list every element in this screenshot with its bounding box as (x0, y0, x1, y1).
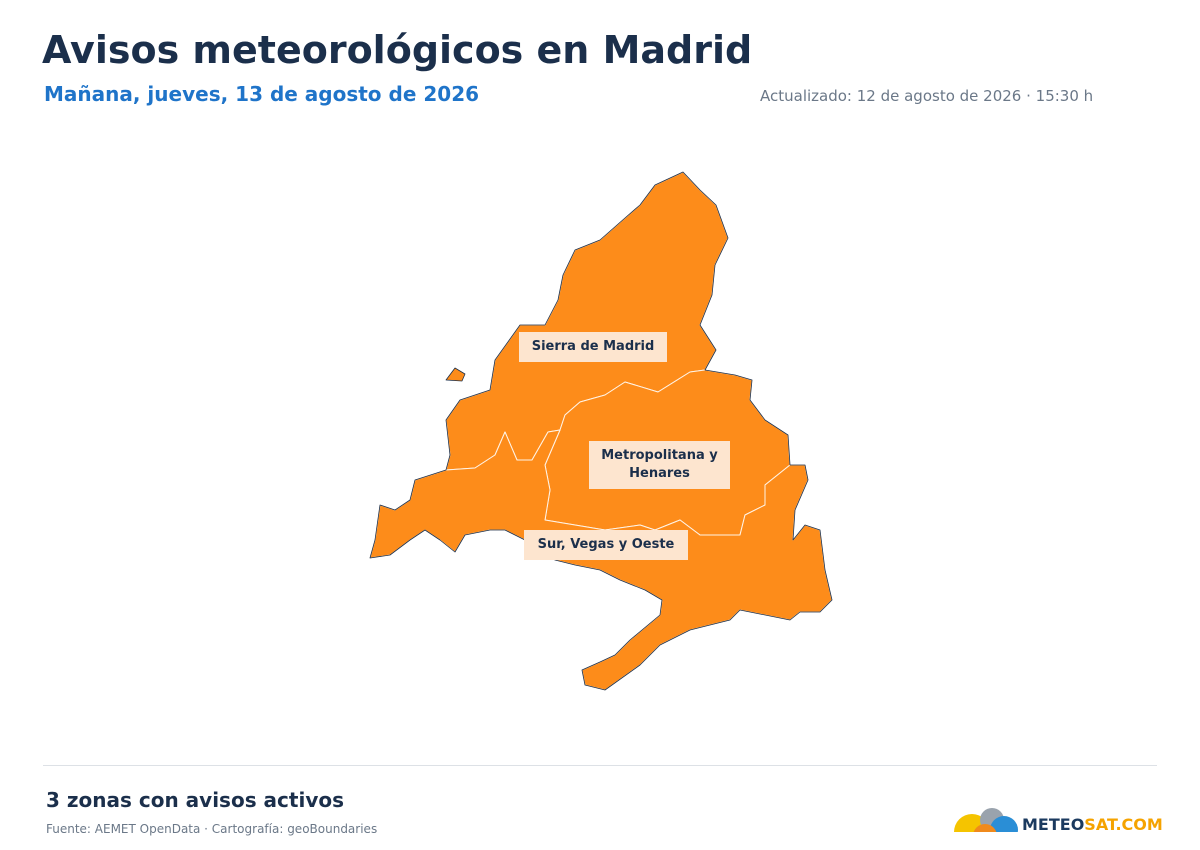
updated-time: Actualizado: 12 de agosto de 2026 · 15:3… (760, 87, 1094, 105)
zone-label: Sierra de Madrid (519, 332, 667, 362)
logo[interactable]: METEOSAT.COM (1022, 815, 1163, 834)
logo-text: SAT.COM (1084, 815, 1163, 834)
divider (43, 765, 1157, 766)
enclave (445, 367, 466, 382)
logo-icon (940, 808, 1025, 850)
logo-text: METEO (1022, 815, 1085, 834)
summary: 3 zonas con avisos activos (46, 788, 345, 812)
map-outline (369, 171, 833, 691)
zone-label: Metropolitana y Henares (589, 441, 730, 489)
source: Fuente: AEMET OpenData · Cartografía: ge… (46, 822, 378, 836)
zone-label: Sur, Vegas y Oeste (524, 530, 688, 560)
title: Avisos meteorológicos en Madrid (42, 28, 753, 72)
subtitle: Mañana, jueves, 13 de agosto de 2026 (44, 82, 480, 106)
